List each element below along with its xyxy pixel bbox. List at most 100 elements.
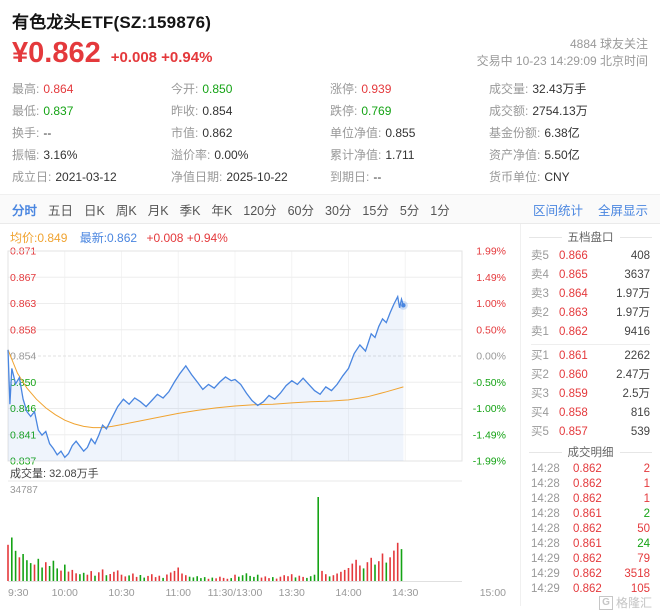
- stat-value: 5.50亿: [544, 148, 580, 162]
- x-axis-label: 13:30: [279, 587, 305, 599]
- stat-item: 成交额: 2754.13万: [489, 100, 648, 122]
- volume-bar: [396, 542, 399, 581]
- tab-10[interactable]: 15分: [362, 203, 389, 218]
- volume-bar: [41, 567, 43, 581]
- stat-item: 到期日: --: [330, 166, 489, 188]
- tab-4[interactable]: 月K: [147, 203, 169, 218]
- volume-bar: [359, 565, 361, 581]
- tab-8[interactable]: 60分: [287, 203, 315, 218]
- ob-volume: 2.47万: [616, 369, 650, 381]
- stat-value: 2025-10-22: [226, 170, 288, 184]
- tab-12[interactable]: 1分: [430, 203, 450, 218]
- trade-volume: 79: [637, 553, 650, 565]
- fullscreen-link[interactable]: 全屏显示: [597, 203, 648, 218]
- volume-bar: [94, 575, 96, 581]
- order-book-row[interactable]: 卖4 0.865 3637: [521, 266, 660, 285]
- volume-bar: [381, 553, 384, 581]
- volume-bar: [378, 561, 380, 581]
- ob-volume: 2262: [624, 350, 650, 362]
- volume-bar: [321, 570, 323, 581]
- tab-0[interactable]: 分时: [12, 203, 38, 218]
- stat-item: 单位净值: 0.855: [330, 122, 489, 144]
- tab-9[interactable]: 30分: [325, 203, 352, 218]
- volume-bar: [26, 560, 28, 581]
- order-book-row[interactable]: 卖5 0.866 408: [521, 247, 660, 266]
- order-book-row[interactable]: 卖2 0.863 1.97万: [521, 304, 660, 323]
- stat-item: 昨收: 0.854: [171, 100, 330, 122]
- trade-time: 14:29: [531, 553, 560, 565]
- volume-bar: [71, 569, 74, 581]
- volume-bar: [109, 574, 111, 581]
- volume-bar: [101, 569, 104, 581]
- volume-bar: [166, 574, 168, 581]
- x-axis-label: 10:30: [108, 587, 134, 599]
- volume-bar: [238, 576, 240, 581]
- volume-bar: [67, 571, 70, 581]
- volume-title: 成交量: 32.08万手: [10, 466, 99, 480]
- order-book-row[interactable]: 卖3 0.864 1.97万: [521, 285, 660, 304]
- avg-price-label: 均价:0.849: [10, 231, 68, 245]
- tab-1[interactable]: 五日: [48, 203, 74, 218]
- tab-6[interactable]: 年K: [211, 203, 233, 218]
- volume-bar: [268, 578, 270, 581]
- volume-bar: [207, 578, 210, 581]
- volume-bar: [302, 576, 304, 581]
- ob-side: 买2: [531, 369, 549, 381]
- volume-bar: [245, 573, 248, 581]
- volume-bar: [328, 576, 331, 581]
- volume-bar: [11, 537, 13, 581]
- trade-price: 0.862: [573, 493, 602, 505]
- stat-label: 成交量:: [489, 82, 529, 96]
- stat-value: 0.837: [43, 104, 74, 118]
- stat-item: 基金份额: 6.38亿: [489, 122, 648, 144]
- stat-value: 3.16%: [43, 148, 78, 162]
- order-book-separator: [531, 344, 650, 345]
- volume-bar: [287, 576, 289, 581]
- order-book-row[interactable]: 买3 0.859 2.5万: [521, 385, 660, 404]
- stat-item: 跌停: 0.769: [330, 100, 489, 122]
- volume-bar: [33, 564, 36, 581]
- volume-bar: [181, 573, 183, 581]
- y-axis-price-label: 0.867: [10, 272, 36, 284]
- trade-time: 14:28: [531, 523, 560, 535]
- volume-bar: [169, 572, 172, 581]
- trade-time: 14:28: [531, 493, 560, 505]
- volume-bar: [132, 573, 134, 581]
- volume-bar: [219, 576, 221, 581]
- stat-label: 资产净值:: [489, 148, 541, 162]
- ob-price: 0.859: [559, 388, 588, 400]
- tab-11[interactable]: 5分: [399, 203, 420, 218]
- tab-7[interactable]: 120分: [243, 203, 277, 218]
- stat-value: 0.850: [202, 82, 233, 96]
- volume-bar: [241, 575, 244, 581]
- ob-price: 0.865: [559, 269, 588, 281]
- order-book-row[interactable]: 买1 0.861 2262: [521, 347, 660, 366]
- price-change: +0.008 +0.94%: [110, 49, 213, 66]
- volume-bar: [264, 576, 267, 581]
- order-book-title-text: 五档盘口: [567, 232, 614, 244]
- volume-bar: [192, 577, 195, 581]
- order-book-row[interactable]: 买5 0.857 539: [521, 423, 660, 442]
- trade-volume: 3518: [624, 568, 650, 580]
- ob-price: 0.861: [559, 350, 588, 362]
- stat-item: 最高: 0.864: [12, 78, 171, 100]
- tab-links: 区间统计 全屏显示: [533, 200, 648, 219]
- order-book-row[interactable]: 买4 0.858 816: [521, 404, 660, 423]
- order-book-row[interactable]: 买2 0.860 2.47万: [521, 366, 660, 385]
- tab-5[interactable]: 季K: [179, 203, 201, 218]
- volume-bar: [158, 575, 161, 581]
- trade-price: 0.862: [573, 583, 602, 595]
- tab-3[interactable]: 周K: [115, 203, 137, 218]
- range-stats-link[interactable]: 区间统计: [532, 203, 583, 218]
- stat-label: 成立日:: [12, 170, 52, 184]
- trade-time: 14:28: [531, 508, 560, 520]
- followers-count[interactable]: 4884 球友关注: [569, 37, 648, 51]
- tab-2[interactable]: 日K: [84, 203, 105, 218]
- trade-volume: 50: [637, 523, 650, 535]
- stats-column: 最高: 0.864 最低: 0.837 换手: -- 振幅: 3.16% 成立日: 2021-03…: [12, 78, 171, 188]
- stat-label: 最低:: [12, 104, 40, 118]
- ob-volume: 539: [630, 426, 650, 438]
- trade-row: 14:28 0.862 2: [521, 462, 660, 477]
- order-book-row[interactable]: 卖1 0.862 9416: [521, 323, 660, 342]
- intraday-chart[interactable]: 0.871 1.99%0.867 1.49%0.863 1.00%0.858 0.50%…: [0, 245, 512, 601]
